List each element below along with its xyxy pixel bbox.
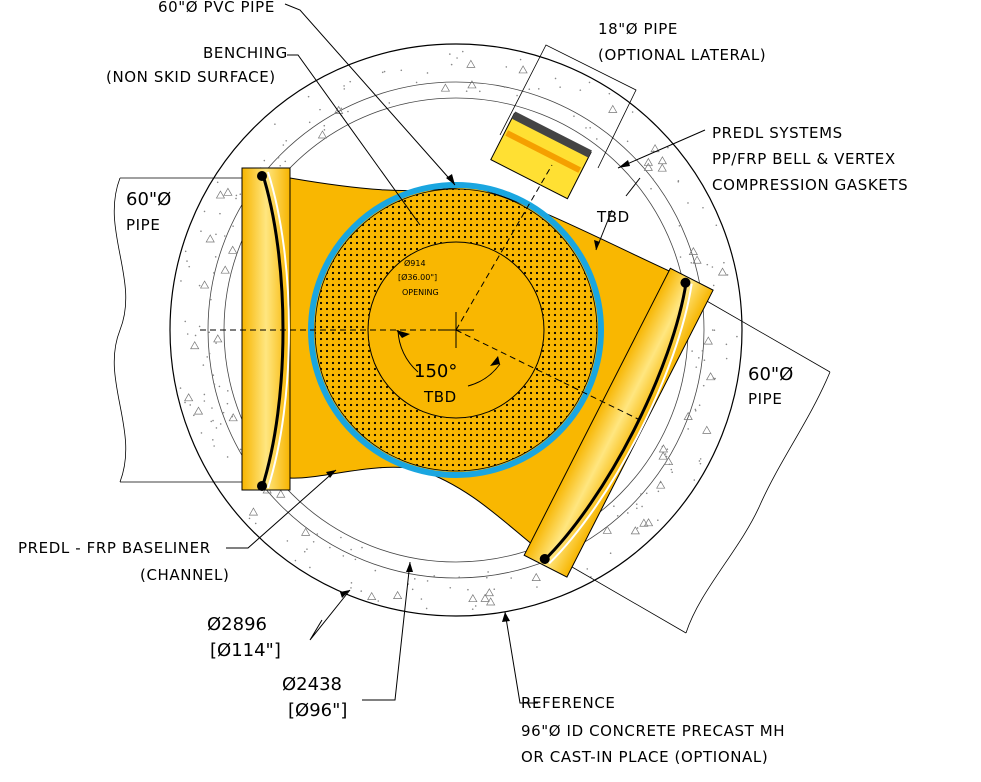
benching-sub-label: (NON SKID SURFACE)	[106, 68, 276, 86]
angle-arc-right	[467, 363, 501, 387]
tbd-top-label: TBD	[596, 208, 630, 226]
leader-lines	[226, 3, 706, 704]
lateral-pipe-label: 18"Ø PIPE	[598, 20, 678, 38]
inner-diameter-inch-label: [Ø96"]	[288, 700, 347, 721]
concrete-middle-line	[207, 81, 705, 579]
opening-label: OPENING	[402, 288, 439, 297]
reference-label: REFERENCE	[521, 694, 615, 712]
right-bell	[523, 267, 714, 578]
right-pipe-sub-label: PIPE	[748, 390, 782, 408]
right-pipe-label: 60"Ø	[748, 364, 793, 385]
baseliner-sub-label: (CHANNEL)	[140, 566, 229, 584]
opening-diameter-label: Ø914	[404, 258, 426, 268]
baseliner-label: PREDL - FRP BASELINER	[18, 539, 211, 557]
reference-option-label: OR CAST-IN PLACE (OPTIONAL)	[521, 748, 768, 766]
concrete-aggregate-texture	[179, 50, 738, 610]
pvc-pipe-label: 60"Ø PVC PIPE	[158, 0, 275, 16]
predl-bell-label: PP/FRP BELL & VERTEX	[712, 150, 896, 168]
left-pipe-sub-label: PIPE	[126, 216, 160, 234]
outer-diameter-inch-label: [Ø114"]	[210, 640, 281, 661]
inner-diameter-label: Ø2438	[282, 674, 342, 695]
right-pipe	[559, 299, 831, 634]
left-pipe-label: 60"Ø	[126, 189, 171, 210]
tbd-center-label: TBD	[423, 388, 457, 406]
predl-gasket-label: COMPRESSION GASKETS	[712, 176, 908, 194]
angle-arc-left	[397, 329, 419, 373]
lateral-bell	[490, 111, 592, 200]
lateral-pipe-sub-label: (OPTIONAL LATERAL)	[598, 46, 766, 64]
reference-manhole-label: 96"Ø ID CONCRETE PRECAST MH	[521, 722, 785, 740]
centerlines	[200, 164, 641, 421]
lateral-pipe	[499, 44, 637, 169]
left-pipe	[113, 177, 250, 483]
angle-label: 150°	[414, 361, 457, 382]
outer-diameter-label: Ø2896	[207, 614, 267, 635]
opening-inch-label: [Ø36.00"]	[398, 272, 437, 282]
predl-systems-label: PREDL SYSTEMS	[712, 124, 843, 142]
benching-label: BENCHING	[203, 44, 288, 62]
